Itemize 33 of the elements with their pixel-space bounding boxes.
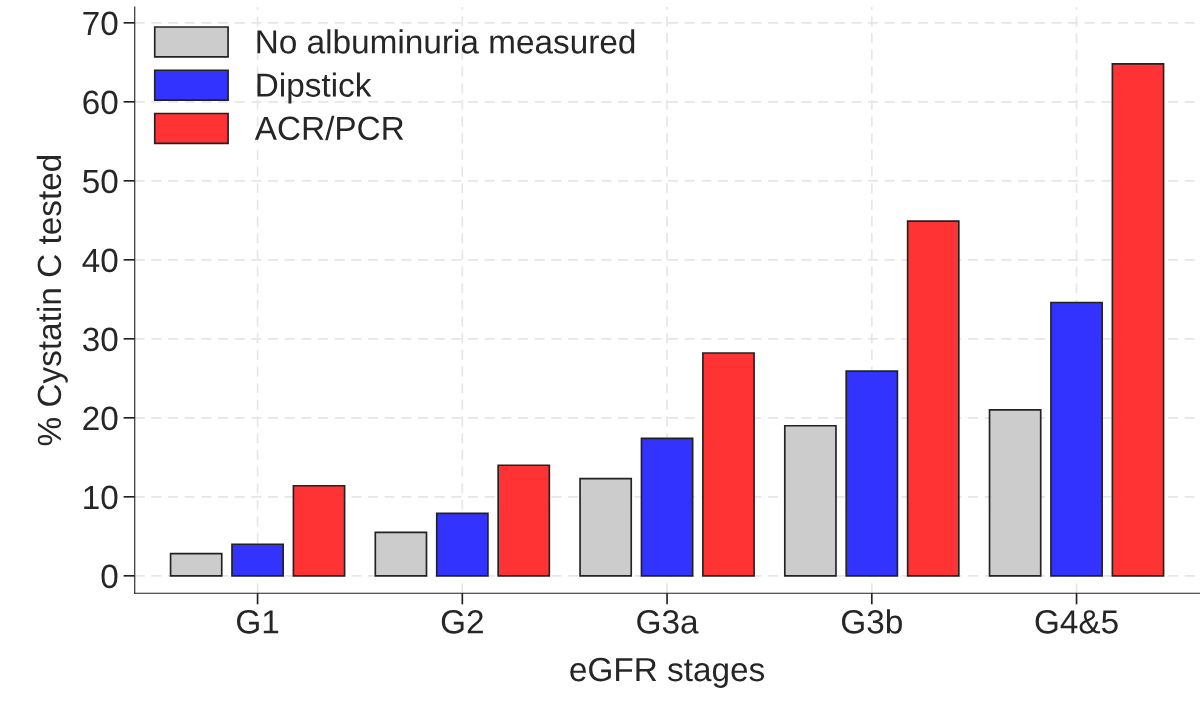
y-tick-label: 20	[83, 406, 118, 431]
y-tick-label: 60	[83, 90, 118, 115]
bar	[497, 464, 551, 577]
y-tick-label: 0	[101, 564, 118, 589]
bar	[1111, 63, 1165, 577]
x-tick-label: G4&5	[1035, 610, 1118, 634]
legend-label: No albuminuria measured	[257, 29, 635, 54]
legend-label: Dipstick	[257, 72, 372, 104]
bar	[579, 477, 633, 577]
x-tick-label: G2	[441, 610, 483, 634]
y-axis-title: % Cystatin C tested	[36, 155, 68, 446]
bar	[231, 543, 285, 577]
bar	[374, 531, 428, 577]
bar	[783, 424, 837, 577]
y-tick-label: 70	[83, 11, 118, 36]
y-tick-label: 30	[82, 327, 118, 352]
bar	[906, 220, 960, 577]
bar	[1050, 301, 1103, 577]
bar	[702, 352, 755, 577]
x-axis-title: eGFR stages	[570, 657, 765, 688]
bar	[988, 409, 1042, 577]
legend-label: ACR/PCR	[254, 115, 404, 141]
bar	[845, 370, 899, 577]
x-tick-label: G3a	[637, 610, 699, 634]
bar	[169, 552, 223, 577]
y-tick-label: 50	[83, 169, 118, 194]
y-tick-label: 10	[84, 485, 118, 510]
y-tick-label: 40	[82, 248, 118, 273]
x-tick-label: G3b	[841, 609, 902, 634]
x-tick-label: G1	[237, 610, 279, 634]
bar	[292, 484, 346, 577]
bar	[435, 512, 489, 577]
bar	[640, 437, 694, 577]
